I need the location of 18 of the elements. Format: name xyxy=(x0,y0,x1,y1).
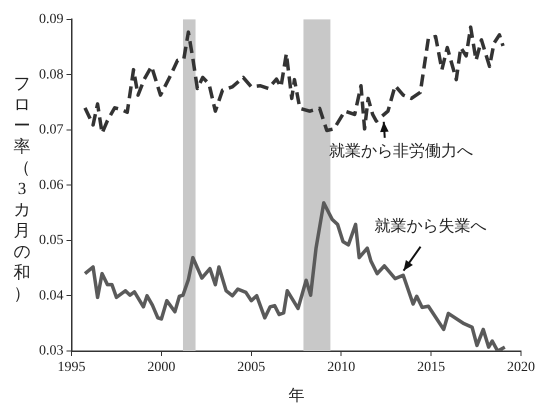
y-tick-label: 0.06 xyxy=(39,178,64,193)
x-tick-label: 2020 xyxy=(507,360,535,376)
y-tick-label: 0.08 xyxy=(39,67,64,82)
x-tick-label: 2005 xyxy=(237,360,266,376)
annotation: 就業から失業へ xyxy=(374,216,487,235)
annotation: 就業から非労働力へ xyxy=(328,142,473,160)
x-tick-label: 2015 xyxy=(417,360,446,376)
y-tick-label: 0.09 xyxy=(39,12,64,28)
x-tick-label: 2010 xyxy=(327,360,356,376)
y-tick-label: 0.07 xyxy=(39,122,64,138)
x-tick-label: 2000 xyxy=(147,360,176,376)
x-tick-label: 1995 xyxy=(58,360,86,376)
line-series xyxy=(83,25,505,135)
y-tick-label: 0.03 xyxy=(39,344,64,359)
text: フロー率（3カ月の和） xyxy=(14,74,30,302)
y-tick-label: 0.04 xyxy=(39,288,64,304)
x-axis-title: 年 xyxy=(288,388,304,405)
y-tick-label: 0.05 xyxy=(39,233,64,248)
